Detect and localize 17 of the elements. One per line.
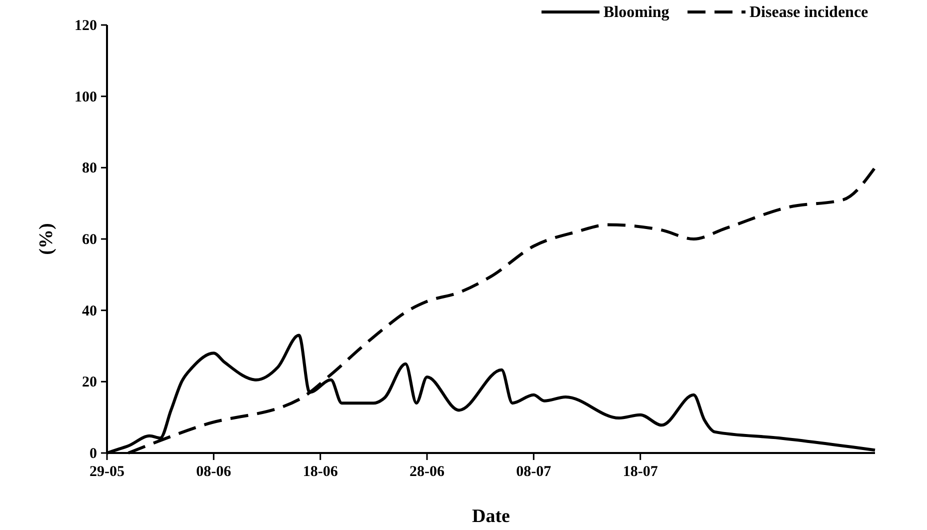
y-tick-label: 120 [74,18,97,34]
y-tick-label: 20 [82,374,97,391]
y-axis-title: (%) [36,223,57,255]
x-axis-title: Date [472,506,510,527]
x-tick-label: 08-07 [516,464,552,480]
y-tick-label: 80 [82,160,97,177]
y-tick-label: 100 [74,89,97,106]
legend-label: Disease incidence [750,4,868,21]
x-tick-label: 28-06 [410,464,445,480]
x-tick-label: 18-06 [302,464,338,480]
y-tick-label: 40 [82,303,97,320]
x-tick-label: 08-06 [196,464,232,480]
x-tick-label: 29-05 [90,464,124,480]
y-tick-label: 60 [82,232,97,248]
y-tick-label: 0 [90,446,97,462]
x-tick-label: 18-07 [622,464,658,480]
legend-label: Blooming [604,4,670,21]
